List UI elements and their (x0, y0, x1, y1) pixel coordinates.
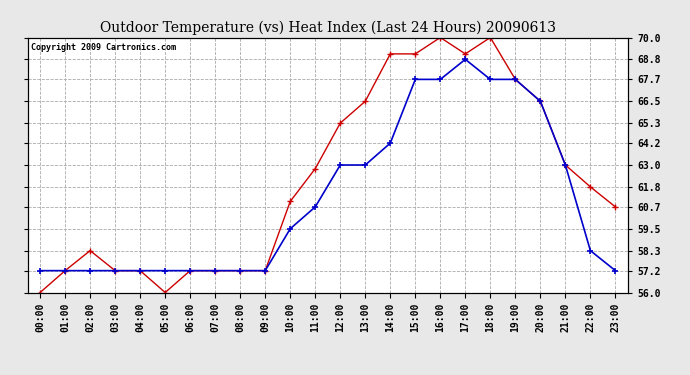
Text: Copyright 2009 Cartronics.com: Copyright 2009 Cartronics.com (30, 43, 175, 52)
Title: Outdoor Temperature (vs) Heat Index (Last 24 Hours) 20090613: Outdoor Temperature (vs) Heat Index (Las… (100, 21, 555, 35)
